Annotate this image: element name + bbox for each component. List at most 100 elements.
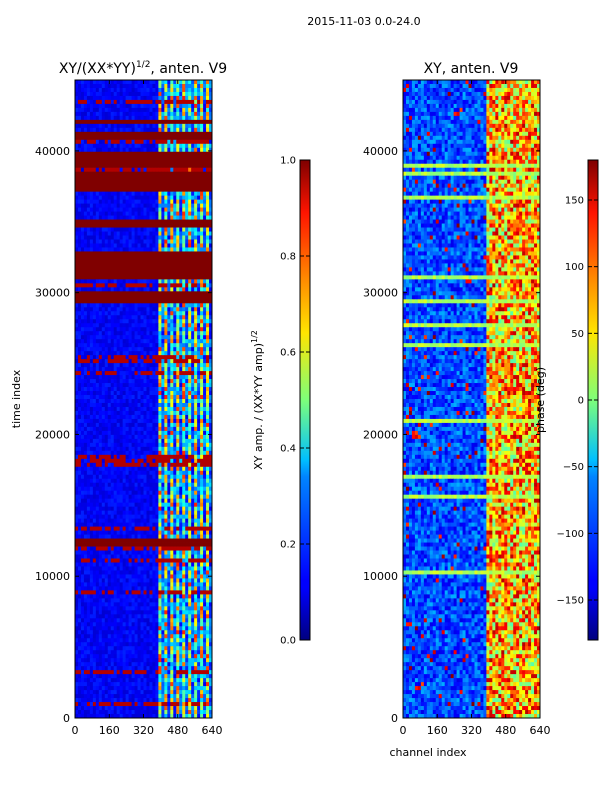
heatmap-cell (134, 486, 138, 492)
heatmap-cell (185, 438, 189, 444)
heatmap-cell (110, 267, 115, 272)
heatmap-cell (191, 327, 195, 332)
heatmap-cell (131, 231, 135, 236)
heatmap-cell (89, 135, 94, 141)
heatmap-cell (182, 331, 186, 336)
heatmap-cell (77, 414, 82, 420)
heatmap-cell (161, 502, 165, 508)
heatmap-cell (86, 215, 91, 220)
heatmap-cell (116, 279, 121, 284)
heatmap-cell (203, 227, 207, 232)
heatmap-cell (134, 307, 138, 312)
heatmap-cell (86, 263, 91, 268)
heatmap-cell (95, 402, 100, 408)
heatmap-cell (107, 315, 112, 320)
heatmap-cell (185, 434, 189, 440)
heatmap-cell (152, 391, 156, 396)
heatmap-cell (176, 147, 180, 153)
heatmap-cell (149, 319, 153, 324)
heatmap-cell (200, 175, 204, 181)
heatmap-cell (140, 87, 144, 93)
heatmap-cell (155, 251, 159, 256)
heatmap-cell (86, 171, 91, 177)
heatmap-cell (176, 414, 180, 420)
heatmap-cell (125, 482, 130, 488)
heatmap-cell (77, 259, 82, 264)
heatmap-cell (188, 402, 192, 408)
heatmap-cell (101, 454, 106, 460)
heatmap-cell (194, 203, 198, 208)
heatmap-cell (158, 482, 162, 488)
heatmap-cell (140, 339, 144, 344)
heatmap-cell (75, 195, 79, 201)
heatmap-cell (107, 279, 112, 284)
heatmap-cell (101, 303, 106, 308)
heatmap-cell (116, 107, 121, 113)
heatmap-cell (104, 319, 109, 324)
heatmap-cell (119, 402, 124, 408)
heatmap-cell (176, 91, 180, 97)
heatmap-cell (128, 498, 132, 504)
heatmap-cell (107, 438, 112, 444)
heatmap-cell (203, 402, 207, 408)
heatmap-cell (77, 123, 82, 129)
heatmap-cell (113, 335, 118, 340)
heatmap-cell (89, 482, 94, 488)
heatmap-cell (95, 123, 100, 129)
heatmap-cell (80, 295, 85, 300)
heatmap-cell (173, 363, 177, 368)
heatmap-cell (152, 434, 156, 440)
heatmap-cell (143, 454, 147, 460)
heatmap-cell (152, 155, 156, 161)
heatmap-cell (116, 347, 121, 352)
heatmap-cell (182, 167, 186, 173)
heatmap-cell (176, 355, 180, 360)
heatmap-cell (206, 259, 210, 264)
heatmap-cell (185, 195, 189, 201)
heatmap-cell (125, 315, 130, 320)
heatmap-cell (209, 438, 213, 444)
heatmap-cell (143, 195, 147, 201)
heatmap-cell (116, 103, 121, 109)
heatmap-cell (203, 406, 207, 412)
heatmap-cell (122, 474, 127, 480)
heatmap-cell (209, 211, 213, 216)
heatmap-cell (131, 395, 135, 400)
heatmap-cell (92, 462, 97, 468)
heatmap-cell (107, 199, 112, 205)
heatmap-cell (152, 414, 156, 420)
heatmap-cell (107, 414, 112, 420)
heatmap-cell (167, 227, 171, 232)
heatmap-cell (182, 426, 186, 432)
heatmap-cell (179, 139, 183, 145)
heatmap-cell (95, 127, 100, 133)
heatmap-cell (98, 458, 103, 464)
heatmap-cell (131, 283, 135, 288)
heatmap-cell (101, 235, 106, 240)
heatmap-cell (206, 227, 210, 232)
heatmap-cell (170, 95, 174, 101)
heatmap-cell (125, 375, 130, 380)
heatmap-cell (83, 143, 88, 149)
heatmap-cell (155, 151, 159, 157)
heatmap-cell (188, 490, 192, 496)
heatmap-cell (167, 351, 171, 356)
heatmap-cell (125, 418, 130, 424)
heatmap-cell (200, 187, 204, 193)
heatmap-cell (185, 502, 189, 508)
heatmap-cell (206, 410, 210, 416)
heatmap-cell (75, 339, 79, 344)
heatmap-cell (131, 490, 135, 496)
heatmap-cell (122, 135, 127, 141)
heatmap-cell (158, 494, 162, 500)
heatmap-cell (83, 343, 88, 348)
heatmap-cell (89, 163, 94, 169)
heatmap-cell (107, 179, 112, 185)
heatmap-cell (89, 127, 94, 133)
heatmap-cell (194, 87, 198, 93)
heatmap-cell (152, 239, 156, 244)
heatmap-cell (80, 191, 85, 197)
heatmap-cell (209, 119, 213, 125)
heatmap-cell (164, 303, 168, 308)
heatmap-cell (113, 139, 118, 145)
